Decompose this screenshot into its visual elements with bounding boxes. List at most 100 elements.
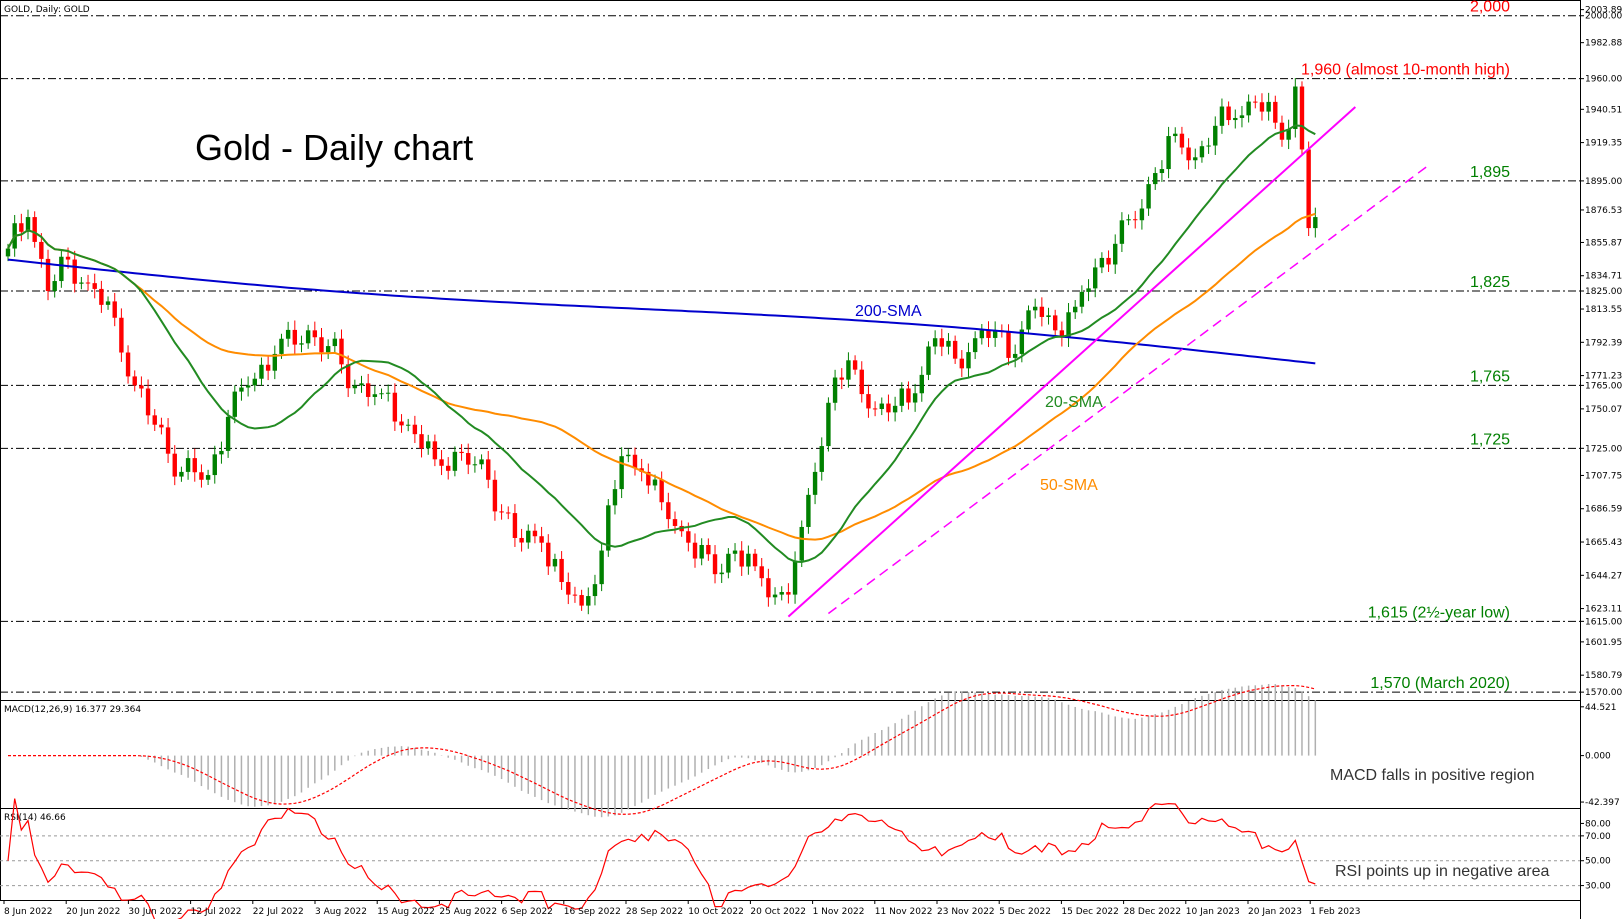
candle-body (786, 592, 791, 595)
price-tick-label: 1792.39 (1585, 338, 1622, 348)
sma20-label: 20-SMA (1045, 394, 1103, 411)
candle-body (1166, 136, 1171, 170)
price-tick-label: 1834.71 (1585, 272, 1622, 282)
rsi-tick-label: 50.00 (1585, 857, 1611, 867)
candle-body (1059, 330, 1065, 338)
candle-body (492, 479, 498, 512)
price-tick-label: 1982.88 (1585, 39, 1622, 49)
candle-body (752, 553, 758, 567)
candle-body (486, 459, 491, 480)
candle-body (1113, 243, 1118, 265)
candle-body (732, 550, 738, 554)
candle-body (1133, 219, 1138, 221)
candle-body (319, 337, 324, 353)
candle-body (1159, 169, 1165, 174)
candle-body (1066, 312, 1071, 338)
candle-body (119, 317, 124, 353)
sma200-label: 200-SMA (855, 303, 922, 320)
candle-body (45, 258, 51, 292)
candle-body (185, 458, 191, 472)
candle-body (152, 415, 157, 425)
macd-panel-frame (0, 700, 1581, 809)
level-label: 1,765 (1470, 368, 1510, 385)
candle-body (1139, 208, 1145, 221)
candle-body (1153, 173, 1158, 185)
candle-body (1219, 106, 1225, 126)
candle-body (79, 282, 84, 284)
candle-body (906, 388, 911, 403)
candle-body (826, 402, 831, 447)
candle-body (139, 385, 144, 389)
candle-body (506, 512, 511, 514)
candle-body (159, 424, 164, 428)
candle-body (652, 479, 658, 486)
candle-body (365, 383, 371, 397)
candle-body (659, 479, 664, 503)
candle-body (125, 352, 131, 377)
level-label: 1,960 (almost 10-month high) (1301, 62, 1510, 79)
candle-body (646, 471, 651, 486)
candle-body (285, 329, 291, 339)
candle-body (446, 465, 451, 471)
price-tick-label: 1707.75 (1585, 471, 1622, 481)
date-tick-label: 12 Jul 2022 (191, 907, 242, 917)
candle-body (1146, 184, 1151, 209)
candle-body (626, 454, 631, 457)
candle-body (225, 416, 231, 451)
candle-body (806, 494, 811, 527)
price-tick-label: 1725.00 (1585, 444, 1622, 454)
candle-body (532, 530, 538, 537)
price-tick-label: 1644.27 (1585, 571, 1622, 581)
candle-body (439, 459, 444, 466)
candle-body (39, 241, 44, 259)
sma200-line (7, 258, 1316, 365)
candle-body (619, 456, 624, 490)
candle-body (606, 505, 611, 551)
candle-body (919, 374, 924, 394)
candle-body (1073, 306, 1078, 313)
candle-body (412, 424, 418, 435)
symbol-label: GOLD, Daily: GOLD (4, 5, 90, 15)
candle-body (179, 471, 184, 477)
candle-body (712, 554, 718, 575)
price-tick-label: 2000.00 (1585, 12, 1622, 22)
date-tick-label: 11 Nov 2022 (875, 907, 933, 917)
candle-body (172, 453, 177, 477)
candle-body (572, 594, 578, 596)
candle-body (892, 405, 898, 413)
candle-body (1259, 102, 1265, 112)
candle-body (866, 394, 871, 409)
candle-body (192, 458, 197, 473)
candle-body (292, 329, 298, 345)
candle-body (1006, 331, 1011, 358)
candle-body (1233, 117, 1238, 121)
candle-body (472, 464, 478, 466)
candle-body (72, 259, 77, 284)
candle-body (1313, 217, 1318, 229)
candle-body (1193, 157, 1198, 161)
candle-body (1306, 149, 1311, 229)
rsi-tick-label: 70.00 (1585, 832, 1611, 842)
candle-body (1039, 306, 1045, 317)
candle-body (59, 256, 64, 282)
candle-body (526, 530, 531, 543)
candle-body (1106, 257, 1111, 265)
price-tick-label: 1919.35 (1585, 139, 1622, 149)
candle-body (559, 558, 564, 583)
candle-body (726, 553, 731, 573)
candle-body (1253, 101, 1258, 103)
date-tick-label: 5 Dec 2022 (999, 907, 1051, 917)
candle-body (666, 502, 671, 520)
candle-body (1026, 310, 1031, 330)
candle-body (112, 301, 117, 318)
sma20-line (7, 124, 1316, 564)
candle-body (746, 553, 751, 567)
candle-body (1052, 315, 1058, 331)
candle-body (1293, 86, 1298, 129)
candle-body (686, 531, 691, 543)
price-tick-label: 1580.79 (1585, 671, 1622, 681)
level-label: 1,895 (1470, 164, 1510, 181)
candle-body (305, 330, 311, 344)
candle-body (592, 584, 598, 597)
